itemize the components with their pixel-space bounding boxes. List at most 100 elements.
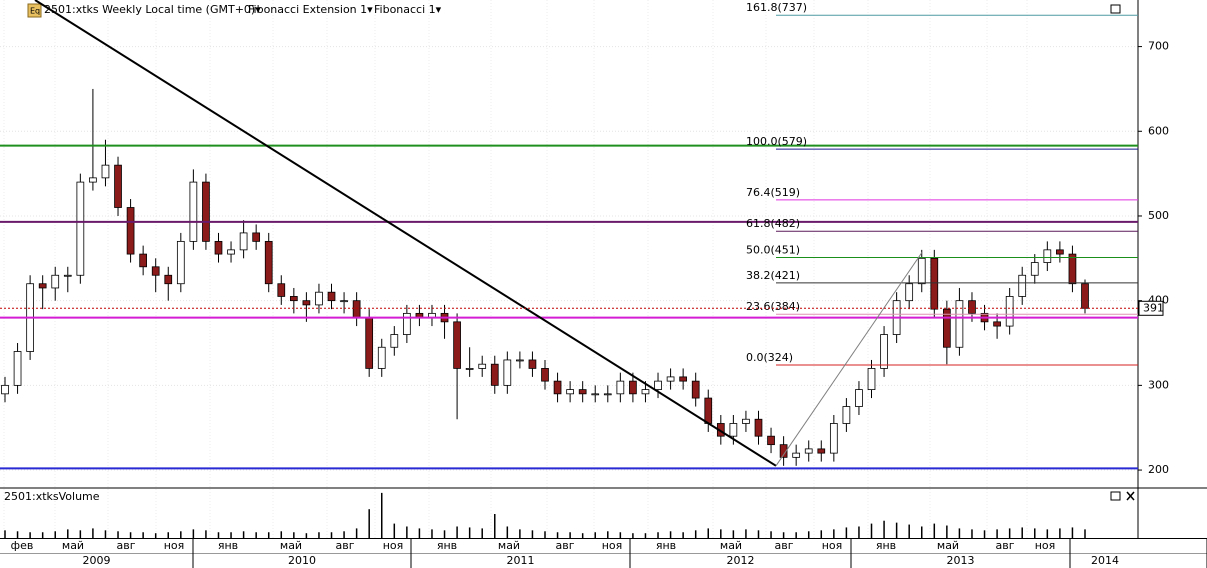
x-tick-label: янв	[656, 539, 676, 552]
candle-body	[993, 321, 1001, 327]
x-tick-label: фев	[11, 539, 34, 552]
x-tick-label: янв	[218, 539, 238, 552]
trend-line	[775, 252, 923, 467]
candle-body	[855, 389, 863, 407]
candle-body	[867, 368, 876, 390]
x-tick-label: ноя	[383, 539, 404, 552]
icon-label: Eq	[30, 7, 40, 16]
x-year-label: 2013	[947, 554, 975, 567]
candle-body	[340, 300, 348, 303]
candle-body	[1, 384, 9, 395]
candle-body	[842, 406, 851, 424]
candle-body	[767, 435, 775, 446]
candle-body	[202, 181, 210, 242]
candle-body	[553, 380, 562, 395]
x-tick-label: ноя	[1035, 539, 1056, 552]
candle-body	[252, 232, 261, 242]
candle-body	[51, 274, 60, 289]
x-tick-label: май	[720, 539, 742, 552]
icon[interactable]	[27, 3, 42, 18]
candle-body	[478, 363, 487, 369]
candle-body	[968, 300, 976, 314]
candle-body	[804, 448, 813, 454]
fib-label: 38.2(421)	[746, 269, 800, 282]
fib-label: 161.8(737)	[746, 1, 807, 14]
last-price-box	[1138, 300, 1164, 316]
candle-body	[629, 380, 637, 395]
candle-body	[1030, 262, 1039, 276]
candle-body	[302, 300, 311, 306]
y-tick-label: 700	[1148, 40, 1169, 53]
candle-body	[352, 300, 361, 319]
candle-body	[528, 359, 537, 369]
candle-body	[453, 321, 461, 369]
candle-body	[164, 274, 173, 285]
candle-body	[704, 397, 713, 424]
candle-body	[403, 312, 411, 335]
candle-body	[114, 164, 122, 208]
close-button[interactable]	[1126, 491, 1135, 501]
candle-body	[1005, 296, 1014, 327]
candle-body	[1068, 253, 1077, 285]
candle-body	[126, 207, 135, 255]
last-price-label: 391	[1143, 301, 1164, 314]
candle-body	[189, 181, 198, 242]
candle-body	[1081, 283, 1089, 309]
candle-body	[603, 393, 612, 396]
indicator[interactable]: Fibonacci Extension 1▾	[248, 3, 373, 16]
candle-body	[63, 274, 72, 277]
candle-body	[239, 232, 248, 251]
candle-body	[616, 380, 625, 395]
candle-body	[1056, 249, 1064, 255]
x-tick-label: май	[498, 539, 520, 552]
chart-title[interactable]: 2501:xtks Weekly Local time (GMT+0)▾	[44, 3, 261, 16]
x-tick-label: ноя	[822, 539, 843, 552]
candle-body	[38, 283, 47, 289]
candle-body	[917, 257, 926, 285]
candle-body	[89, 177, 97, 183]
y-tick-label: 300	[1148, 378, 1169, 391]
x-tick-label: авг	[774, 539, 793, 552]
x-tick-label: май	[280, 539, 302, 552]
candle-body	[264, 240, 273, 285]
fib-label: 61.8(482)	[746, 217, 800, 230]
fib-label: 0.0(324)	[746, 351, 793, 364]
volume-title: 2501:xtksVolume	[4, 490, 100, 503]
candle-body	[516, 359, 524, 362]
x-tick-label: авг	[116, 539, 135, 552]
candle-body	[227, 249, 235, 255]
x-tick-label: ноя	[602, 539, 623, 552]
x-year-label: 2009	[83, 554, 111, 567]
maximize-button[interactable]	[1110, 491, 1121, 501]
candle-body	[139, 253, 147, 268]
candle-body	[176, 240, 185, 285]
candle-body	[214, 240, 223, 255]
candle-body	[955, 300, 964, 348]
x-year-label: 2014	[1091, 554, 1119, 567]
fib-label: 23.6(384)	[746, 300, 800, 313]
x-tick-label: авг	[335, 539, 354, 552]
x-tick-label: авг	[995, 539, 1014, 552]
candle-body	[76, 181, 85, 276]
candle-body	[289, 296, 298, 302]
candle-body	[729, 423, 738, 437]
x-tick-label: янв	[876, 539, 896, 552]
candle-body	[742, 418, 750, 424]
fib-label: 50.0(451)	[746, 243, 800, 256]
x-year-label: 2010	[288, 554, 316, 567]
candle-body	[13, 351, 22, 386]
candle-body	[679, 376, 687, 382]
indicator[interactable]: Fibonacci 1▾	[374, 3, 442, 16]
maximize-button[interactable]	[1110, 4, 1121, 14]
x-tick-label: май	[937, 539, 959, 552]
candle-body	[654, 380, 662, 390]
candle-body	[691, 380, 700, 399]
candle-body	[277, 283, 286, 297]
candle-body	[1043, 249, 1052, 263]
trend-line	[34, 0, 777, 467]
x-year-label: 2011	[507, 554, 535, 567]
candle-body	[880, 334, 888, 369]
x-tick-label: ноя	[164, 539, 185, 552]
